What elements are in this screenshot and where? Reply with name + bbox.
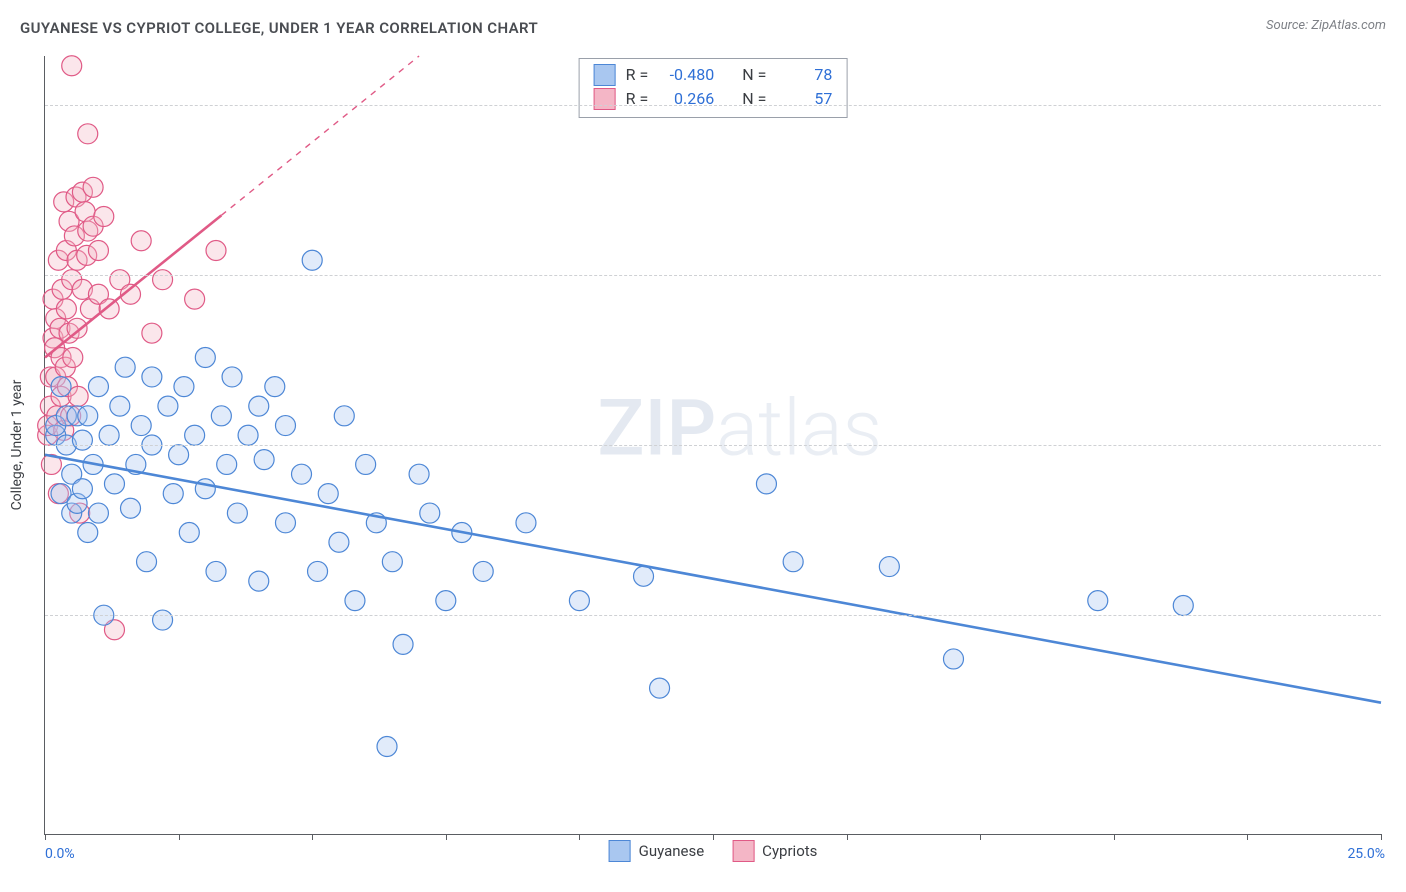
y-tick-label: 65.0%: [1391, 436, 1406, 452]
r-value-a: -0.480: [658, 63, 714, 87]
n-value-a: 78: [776, 63, 832, 87]
bottom-legend: Guyanese Cypriots: [609, 840, 818, 862]
plot-area: College, Under 1 year ZIPatlas R = -0.48…: [44, 56, 1381, 835]
n-value-b: 57: [776, 87, 832, 111]
y-tick-label: 100.0%: [1391, 96, 1406, 112]
swatch-b: [594, 88, 616, 110]
n-label: N =: [742, 87, 766, 111]
x-tick-first: 0.0%: [45, 846, 75, 862]
chart-source: Source: ZipAtlas.com: [1266, 18, 1386, 33]
y-axis-label: College, Under 1 year: [9, 380, 25, 511]
n-label: N =: [742, 63, 766, 87]
legend-swatch-a: [609, 840, 631, 862]
r-label: R =: [626, 87, 649, 111]
y-tick-label: 82.5%: [1391, 266, 1406, 282]
swatch-a: [594, 64, 616, 86]
x-tick-last: 25.0%: [1347, 846, 1385, 862]
stats-row-a: R = -0.480 N = 78: [594, 63, 833, 87]
legend-item-b: Cypriots: [732, 840, 817, 862]
stats-box: R = -0.480 N = 78 R = 0.266 N = 57: [579, 58, 848, 118]
y-tick-label: 47.5%: [1391, 606, 1406, 622]
r-label: R =: [626, 63, 649, 87]
legend-label-b: Cypriots: [762, 842, 817, 860]
legend-item-a: Guyanese: [609, 840, 705, 862]
legend-swatch-b: [732, 840, 754, 862]
stats-row-b: R = 0.266 N = 57: [594, 87, 833, 111]
legend-label-a: Guyanese: [639, 842, 705, 860]
r-value-b: 0.266: [658, 87, 714, 111]
chart-title: GUYANESE VS CYPRIOT COLLEGE, UNDER 1 YEA…: [20, 19, 538, 37]
